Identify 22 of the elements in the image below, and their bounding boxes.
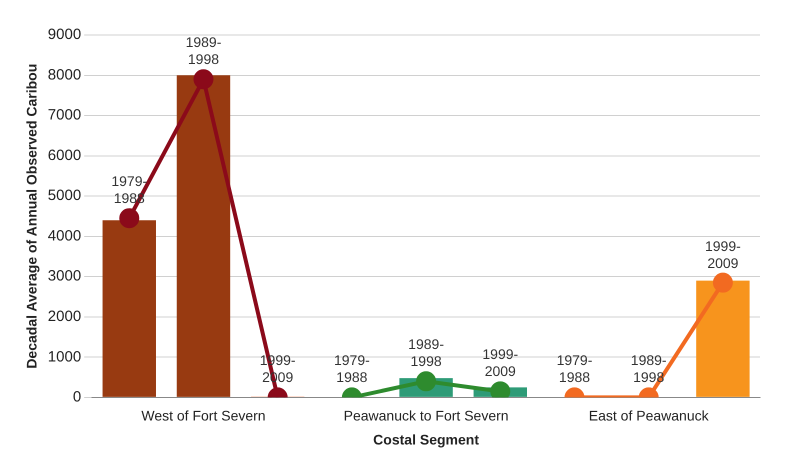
data-label: 1989-1998 (184, 34, 222, 68)
y-tick-label: 4000 (48, 227, 82, 244)
y-tick-label: 2000 (48, 308, 82, 326)
data-label: 1999-2009 (481, 346, 520, 380)
y-tick-label: 5000 (48, 187, 82, 204)
y-axis-title: Decadal Average of Annual Observed Caribou (23, 64, 40, 369)
bar (102, 220, 156, 397)
data-label: 1989-1998 (407, 336, 445, 370)
y-tick-label: 0 (72, 388, 82, 406)
y-tick-label: 6000 (48, 146, 82, 164)
data-label: 1979-1988 (556, 352, 594, 386)
y-tick-label: 7000 (48, 106, 82, 124)
x-tick-label: Peawanuck to Fort Severn (344, 408, 509, 424)
data-label: 1999-2009 (704, 238, 742, 272)
y-tick-label: 3000 (48, 268, 82, 285)
y-tick-label: 1000 (48, 348, 82, 366)
y-tick-label: 9000 (48, 26, 82, 44)
x-tick-label: East of Peawanuck (588, 408, 710, 424)
x-axis-title: Costal Segment (373, 431, 480, 448)
data-label: 1979-1988 (332, 352, 371, 386)
y-tick-label: 8000 (48, 66, 82, 84)
x-tick-label: West of Fort Severn (141, 408, 266, 424)
